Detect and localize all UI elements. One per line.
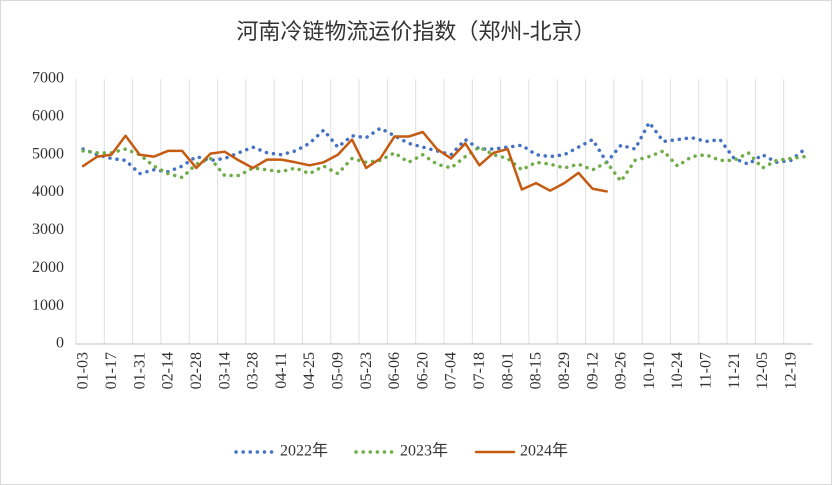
- x-tick-label: 10-10: [641, 352, 658, 389]
- chart-title: 河南冷链物流运价指数（郑州-北京）: [236, 19, 595, 44]
- x-tick-label: 04-25: [301, 352, 318, 389]
- x-tick-label: 10-24: [669, 352, 686, 389]
- y-tick-label: 3000: [32, 221, 64, 238]
- x-tick-label: 04-11: [273, 352, 290, 389]
- x-tick-label: 07-04: [443, 352, 460, 389]
- legend-label: 2023年: [400, 442, 448, 460]
- y-tick-label: 0: [56, 335, 64, 352]
- x-tick-label: 12-05: [754, 352, 771, 389]
- x-tick-label: 08-01: [499, 352, 516, 389]
- x-tick-label: 12-19: [782, 352, 799, 389]
- x-tick-label: 08-15: [528, 352, 545, 389]
- x-tick-label: 02-28: [188, 352, 205, 389]
- x-tick-label: 01-17: [103, 352, 120, 389]
- legend-label: 2022年: [280, 442, 328, 460]
- x-tick-label: 05-09: [330, 352, 347, 389]
- x-tick-label: 06-20: [414, 352, 431, 389]
- x-tick-label: 01-03: [75, 352, 92, 389]
- x-tick-label: 11-21: [726, 352, 743, 389]
- x-tick-label: 03-28: [245, 352, 262, 389]
- x-tick-label: 02-14: [160, 352, 177, 389]
- y-tick-label: 6000: [32, 108, 64, 125]
- x-tick-label: 07-18: [471, 352, 488, 389]
- y-tick-label: 2000: [32, 259, 64, 276]
- y-tick-label: 1000: [32, 297, 64, 314]
- y-tick-label: 7000: [32, 70, 64, 87]
- x-tick-label: 06-06: [386, 352, 403, 389]
- x-tick-label: 05-23: [358, 352, 375, 389]
- series-line: [81, 130, 609, 193]
- x-tick-label: 01-31: [131, 352, 148, 389]
- x-tick-label: 03-14: [216, 352, 233, 389]
- legend-label: 2024年: [520, 442, 568, 460]
- y-tick-label: 4000: [32, 183, 64, 200]
- x-tick-label: 09-12: [584, 352, 601, 389]
- x-tick-label: 08-29: [556, 352, 573, 389]
- x-tick-label: 11-07: [698, 352, 715, 389]
- x-tick-label: 09-26: [613, 352, 630, 389]
- y-tick-label: 5000: [32, 145, 64, 162]
